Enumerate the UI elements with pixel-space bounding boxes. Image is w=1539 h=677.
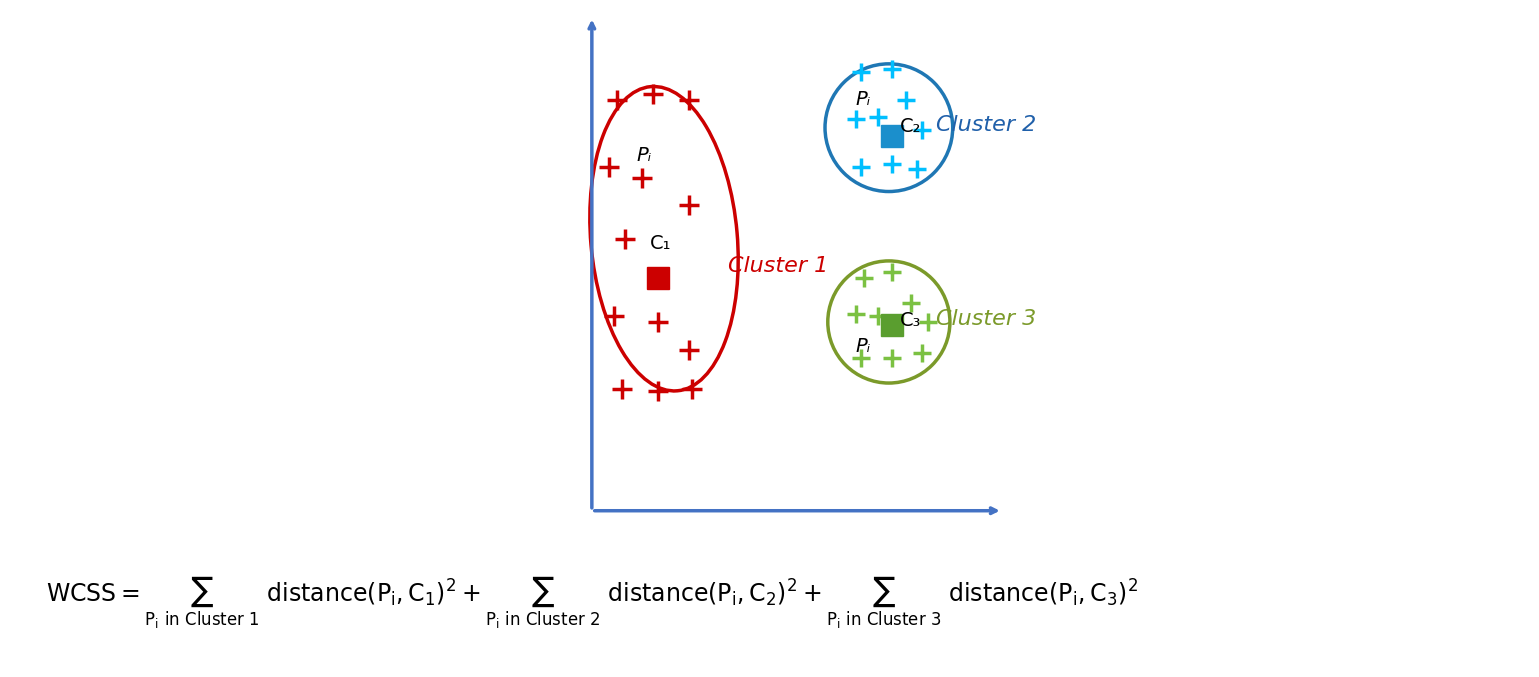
Text: C₃: C₃ [900,311,922,330]
Text: $\mathrm{WCSS} = \sum_{\mathrm{P_i\ in\ Cluster\ 1}}$$\mathrm{\ distance(P_i, C_: $\mathrm{WCSS} = \sum_{\mathrm{P_i\ in\ … [46,574,1137,631]
Text: Cluster 2: Cluster 2 [936,115,1036,135]
Text: Pᵢ: Pᵢ [636,146,651,165]
Text: Pᵢ: Pᵢ [856,337,871,357]
Text: Pᵢ: Pᵢ [856,91,871,110]
Text: C₂: C₂ [900,117,922,136]
Text: Cluster 3: Cluster 3 [936,309,1036,329]
Text: C₁: C₁ [649,234,671,253]
Text: Cluster 1: Cluster 1 [728,257,828,276]
